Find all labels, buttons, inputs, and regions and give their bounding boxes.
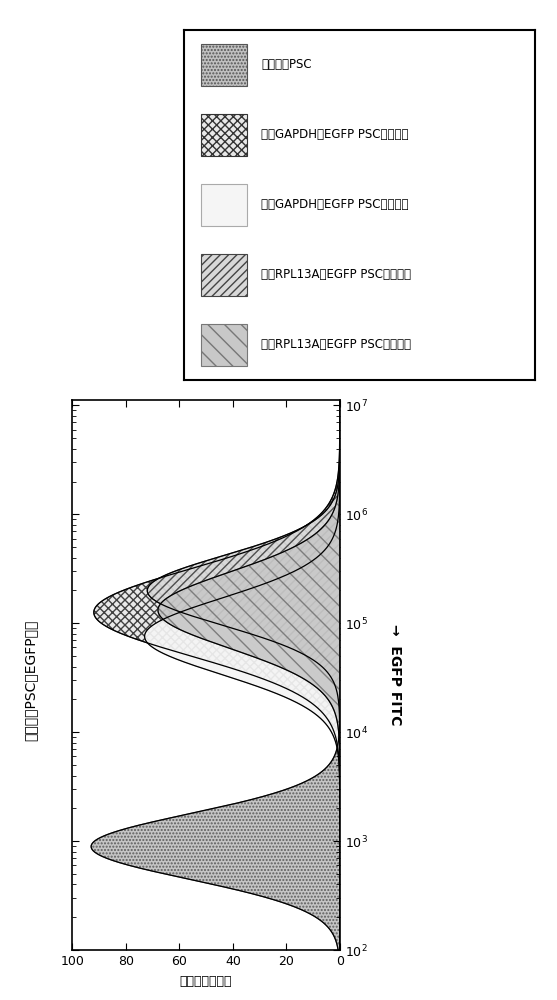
Text: 未分化的PSC的EGFP表达: 未分化的PSC的EGFP表达 <box>23 619 38 741</box>
FancyBboxPatch shape <box>202 324 247 366</box>
FancyBboxPatch shape <box>202 254 247 296</box>
FancyBboxPatch shape <box>202 114 247 156</box>
Text: 未编辑的PSC: 未编辑的PSC <box>261 58 311 72</box>
Text: 靶向GAPDH的EGFP PSC（杂合）: 靶向GAPDH的EGFP PSC（杂合） <box>261 198 408 212</box>
Y-axis label: →  EGFP FITC: → EGFP FITC <box>388 624 403 726</box>
X-axis label: 正常化计数一印: 正常化计数一印 <box>180 975 232 988</box>
FancyBboxPatch shape <box>202 184 247 226</box>
Text: 靶向RPL13A的EGFP PSC（杂合）: 靶向RPL13A的EGFP PSC（杂合） <box>261 338 411 352</box>
Text: 靶向RPL13A的EGFP PSC（纯合）: 靶向RPL13A的EGFP PSC（纯合） <box>261 268 411 282</box>
Text: 靶向GAPDH的EGFP PSC（纯合）: 靶向GAPDH的EGFP PSC（纯合） <box>261 128 408 141</box>
FancyBboxPatch shape <box>202 44 247 86</box>
